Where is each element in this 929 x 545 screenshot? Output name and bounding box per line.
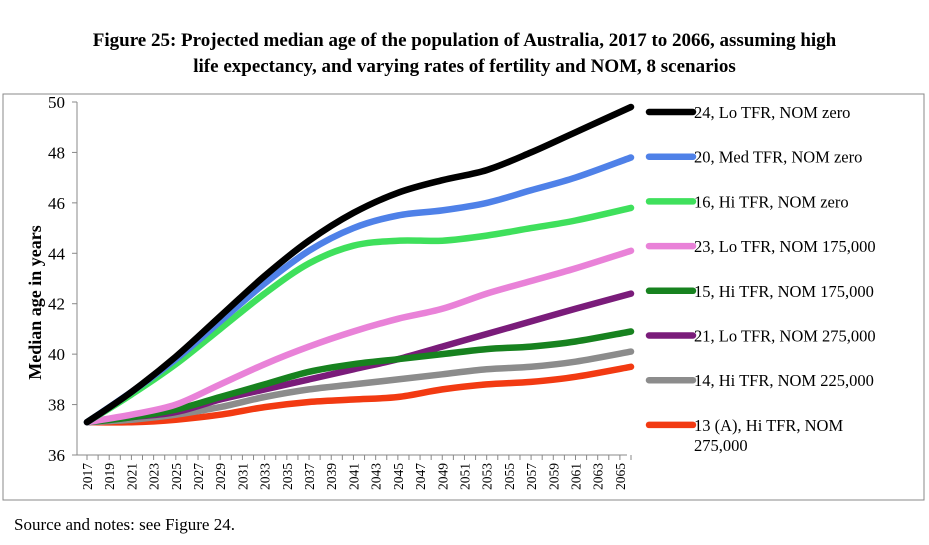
y-tick-label-46: 46 <box>48 194 65 213</box>
figure-title: Figure 25: Projected median age of the p… <box>0 28 929 80</box>
x-tick-label-2043: 2043 <box>369 463 384 490</box>
legend-label-8: 13 (A), Hi TFR, NOM <box>694 416 843 435</box>
legend-label-5: 15, Hi TFR, NOM 175,000 <box>694 282 874 301</box>
y-tick-label-38: 38 <box>48 396 65 415</box>
series-line-6 <box>83 290 635 426</box>
y-tick-label-44: 44 <box>48 244 66 263</box>
chart-border <box>2 93 925 501</box>
x-tick-label-2017: 2017 <box>80 463 95 490</box>
x-tick-label-2057: 2057 <box>524 463 539 490</box>
x-tick-label-2029: 2029 <box>213 463 228 490</box>
x-tick-label-2039: 2039 <box>324 463 339 490</box>
x-tick-label-2031: 2031 <box>235 463 250 490</box>
series-line-8 <box>83 363 635 426</box>
legend-label-7: 14, Hi TFR, NOM 225,000 <box>694 371 874 390</box>
x-tick-label-2063: 2063 <box>591 463 606 490</box>
legend-label-4: 23, Lo TFR, NOM 175,000 <box>694 237 876 256</box>
x-tick-label-2055: 2055 <box>502 463 517 490</box>
x-tick-label-2051: 2051 <box>457 463 472 490</box>
y-axis-title: Median age in years <box>25 225 45 380</box>
series-line-5 <box>83 328 635 426</box>
x-tick-label-2027: 2027 <box>191 463 206 490</box>
x-tick-label-2033: 2033 <box>258 463 273 490</box>
x-tick-label-2019: 2019 <box>102 463 117 490</box>
figure-title-line-2: life expectancy, and varying rates of fe… <box>193 56 736 77</box>
legend-label-1: 24, Lo TFR, NOM zero <box>694 103 850 122</box>
x-tick-label-2061: 2061 <box>568 463 583 490</box>
y-tick-label-48: 48 <box>48 143 65 162</box>
y-tick-label-40: 40 <box>48 345 65 364</box>
x-tick-label-2065: 2065 <box>613 463 628 490</box>
legend-label-8-line-2: 275,000 <box>694 436 748 455</box>
x-tick-label-2045: 2045 <box>391 463 406 490</box>
y-tick-label-42: 42 <box>48 295 65 314</box>
x-tick-label-2037: 2037 <box>302 463 317 490</box>
series-line-1 <box>83 103 635 426</box>
series-line-3 <box>83 204 635 426</box>
legend-label-2: 20, Med TFR, NOM zero <box>694 148 862 167</box>
legend-label-6: 21, Lo TFR, NOM 275,000 <box>694 327 876 346</box>
x-tick-label-2049: 2049 <box>435 463 450 490</box>
y-tick-label-36: 36 <box>48 446 65 465</box>
x-tick-label-2041: 2041 <box>346 463 361 490</box>
x-tick-label-2025: 2025 <box>169 463 184 490</box>
legend-label-3: 16, Hi TFR, NOM zero <box>694 192 849 211</box>
x-tick-label-2059: 2059 <box>546 463 561 490</box>
x-tick-label-2023: 2023 <box>147 463 162 490</box>
y-tick-label-50: 50 <box>48 93 65 112</box>
x-tick-label-2035: 2035 <box>280 463 295 490</box>
series-line-4 <box>83 247 635 426</box>
x-tick-label-2021: 2021 <box>124 463 139 490</box>
figure-title-line-1: Figure 25: Projected median age of the p… <box>92 30 837 51</box>
x-tick-label-2053: 2053 <box>480 463 495 490</box>
x-tick-label-2047: 2047 <box>413 463 428 490</box>
source-note: Source and notes: see Figure 24. <box>14 515 235 534</box>
